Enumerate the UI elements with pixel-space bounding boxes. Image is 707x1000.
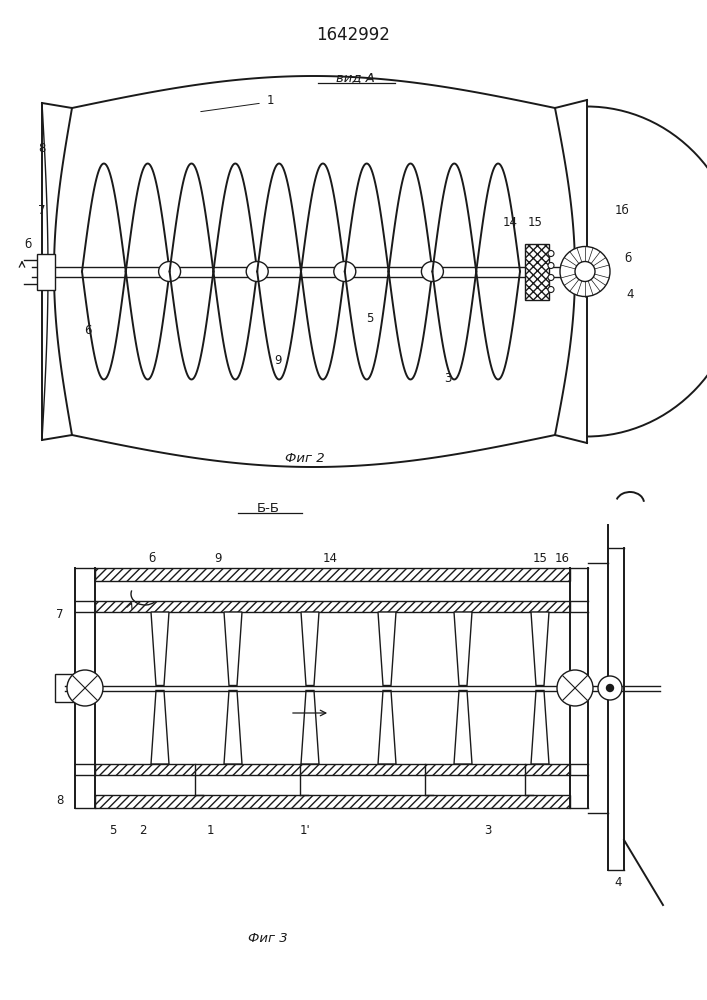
Text: 7: 7	[57, 608, 64, 621]
Text: 5: 5	[110, 824, 117, 836]
Polygon shape	[301, 690, 319, 764]
Polygon shape	[454, 690, 472, 764]
Text: 16: 16	[554, 552, 570, 564]
Circle shape	[548, 286, 554, 292]
Text: 1: 1	[206, 824, 214, 836]
Text: 9: 9	[214, 552, 222, 564]
Text: 1642992: 1642992	[316, 26, 390, 44]
Bar	[95, 601, 570, 612]
Text: б: б	[148, 552, 156, 564]
Ellipse shape	[158, 261, 180, 282]
Text: б: б	[624, 251, 631, 264]
Text: 4: 4	[614, 876, 621, 888]
Text: 15: 15	[527, 216, 542, 229]
Circle shape	[557, 670, 593, 706]
Circle shape	[598, 676, 622, 700]
Bar	[95, 795, 570, 808]
Polygon shape	[454, 612, 472, 686]
Text: 6: 6	[84, 324, 92, 336]
Polygon shape	[224, 690, 242, 764]
Text: вид А: вид А	[336, 72, 375, 85]
Circle shape	[548, 274, 554, 280]
Polygon shape	[151, 690, 169, 764]
Polygon shape	[301, 612, 319, 686]
Circle shape	[548, 250, 554, 256]
Text: 14: 14	[322, 552, 337, 564]
Circle shape	[67, 670, 103, 706]
Text: Б-Б: Б-Б	[257, 502, 279, 514]
Circle shape	[575, 261, 595, 282]
Polygon shape	[378, 690, 396, 764]
Bar	[37, 253, 55, 290]
Text: 15: 15	[532, 552, 547, 564]
Ellipse shape	[334, 261, 356, 282]
Text: 9: 9	[274, 354, 282, 366]
Text: 3: 3	[484, 824, 491, 836]
Bar	[55, 674, 75, 702]
Text: б: б	[24, 238, 32, 251]
Ellipse shape	[246, 261, 268, 282]
Text: 1': 1'	[300, 824, 310, 836]
Text: 2: 2	[139, 824, 147, 836]
Text: 8: 8	[57, 794, 64, 806]
Polygon shape	[378, 612, 396, 686]
Text: Фиг 2: Фиг 2	[285, 452, 325, 464]
Text: 3: 3	[444, 371, 452, 384]
Text: Фиг 3: Фиг 3	[248, 932, 288, 944]
Bar	[95, 764, 570, 775]
Polygon shape	[224, 612, 242, 686]
Polygon shape	[531, 612, 549, 686]
Text: 5: 5	[366, 312, 374, 324]
Text: 8: 8	[38, 141, 46, 154]
Circle shape	[607, 684, 614, 692]
Polygon shape	[531, 690, 549, 764]
Circle shape	[560, 246, 610, 296]
Text: 1: 1	[267, 94, 274, 106]
Text: 14: 14	[503, 216, 518, 229]
Ellipse shape	[421, 261, 443, 282]
Text: 1б: 1б	[614, 204, 629, 217]
Text: 7: 7	[38, 204, 46, 217]
Text: 4: 4	[626, 288, 633, 302]
Circle shape	[548, 262, 554, 268]
Bar	[95, 568, 570, 581]
Bar	[525, 243, 549, 300]
Polygon shape	[151, 612, 169, 686]
